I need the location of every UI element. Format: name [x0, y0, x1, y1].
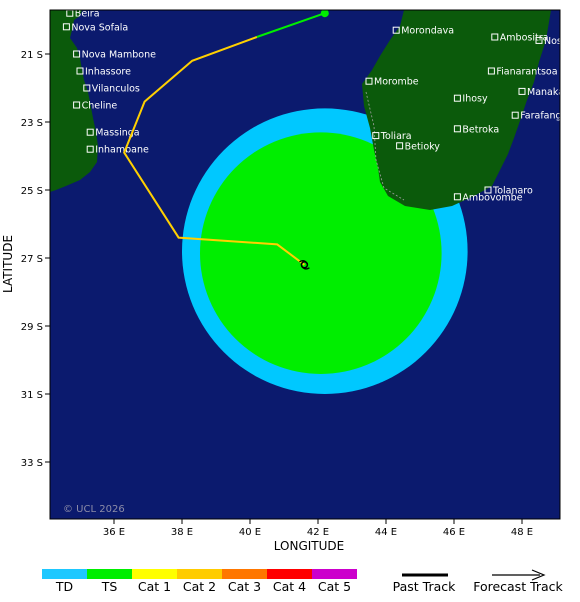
legend-swatch [177, 569, 222, 579]
place-marker [453, 94, 461, 102]
place-marker [365, 77, 373, 85]
ts-wind-field [199, 132, 442, 374]
y-tick-label: 29 S [21, 322, 43, 333]
legend-swatch [312, 569, 357, 579]
madagascar-interior-border [365, 91, 405, 201]
place-label: Morombe [374, 77, 419, 88]
legend-category-label: TD [55, 579, 73, 594]
place-marker [511, 111, 519, 119]
plot-area: Beira Nova Sofala Nova Mambone Inhassore Vil… [49, 9, 580, 520]
place-marker [392, 26, 400, 34]
place-marker [396, 142, 404, 150]
place-label: Toliara [380, 131, 412, 142]
place-marker [484, 186, 492, 194]
madagascar-landmass [362, 10, 551, 210]
y-tick-label: 33 S [21, 458, 43, 469]
place-marker [372, 132, 380, 140]
legend-category-label: TS [101, 579, 118, 594]
place-label: Vilanculos [92, 84, 140, 95]
past-track-label: Past Track [393, 579, 456, 594]
place-marker [518, 87, 526, 95]
place-label: Nova Mambone [82, 50, 157, 61]
place-marker [487, 67, 495, 75]
y-tick-label: 23 S [21, 118, 43, 129]
storm-track [123, 10, 329, 266]
legend-swatch [132, 569, 177, 579]
place-marker [491, 33, 499, 41]
place-label: Farafangana [520, 111, 579, 122]
place-label: Fianarantsoa [496, 67, 557, 78]
y-tick-label: 21 S [21, 50, 43, 61]
place-marker [453, 125, 461, 133]
place-label: Betroka [462, 124, 499, 135]
y-tick-label: 27 S [21, 254, 43, 265]
place-label: Nosy-Varika [544, 36, 580, 47]
legend-swatch [222, 569, 267, 579]
x-tick-label: 48 E [511, 527, 533, 538]
legend-category-label: Cat 4 [273, 579, 306, 594]
place-marker [86, 128, 94, 136]
place-label: Betioky [405, 141, 441, 152]
place-label: Inhambane [95, 145, 149, 156]
legend-swatch [42, 569, 87, 579]
track-start-point [320, 10, 329, 18]
forecast-arrow-icon [531, 569, 546, 581]
place-label: Beira [75, 9, 100, 20]
legend: TD TS Cat 1 Cat 2 Cat 3 Cat 4 Cat 5 Past Track… [42, 569, 564, 594]
y-tick-label: 31 S [21, 390, 43, 401]
x-tick-label: 36 E [103, 527, 125, 538]
x-tick-label: 40 E [239, 527, 261, 538]
storm-eye-icon [300, 261, 309, 269]
y-tick-label: 25 S [21, 186, 43, 197]
x-tick-label: 38 E [171, 527, 193, 538]
legend-category-label: Cat 2 [183, 579, 216, 594]
legend-swatch [87, 569, 132, 579]
places-layer: Beira Nova Sofala Nova Mambone Inhassore Vil… [62, 9, 580, 203]
place-label: Ihosy [462, 94, 488, 105]
place-label: Manakara [527, 87, 574, 98]
x-tick-label: 46 E [443, 527, 465, 538]
place-marker [86, 145, 94, 153]
place-marker [62, 23, 70, 31]
legend-category-label: Cat 5 [318, 579, 351, 594]
place-label: Morondava [401, 26, 454, 37]
place-marker [73, 101, 81, 109]
place-marker [83, 84, 91, 92]
storm-position-marker [299, 260, 310, 270]
place-label: Massinga [95, 128, 139, 139]
track-segment [123, 36, 305, 266]
place-marker [73, 50, 81, 58]
x-axis-title: LONGITUDE [274, 539, 344, 553]
legend-category-label: Cat 1 [138, 579, 171, 594]
storm-swirl-icon [299, 260, 310, 270]
x-tick-label: 42 E [307, 527, 329, 538]
place-marker [453, 193, 461, 201]
place-label: Cheline [82, 101, 118, 112]
place-label: Ambovombe [462, 192, 522, 203]
place-label: Nova Sofala [71, 22, 128, 33]
legend-category-label: Cat 3 [228, 579, 261, 594]
forecast-track-label: Forecast Track [473, 579, 563, 594]
place-label: Tolanaro [492, 186, 533, 197]
y-axis-title: LATITUDE [1, 235, 15, 293]
plot-frame [49, 9, 561, 520]
place-label: Inhassore [85, 67, 131, 78]
track-segment [256, 12, 326, 38]
x-axis-ticks: 36 E 38 E 40 E 42 E 44 E 46 E 48 E [103, 519, 533, 538]
legend-swatch [267, 569, 312, 579]
place-marker [535, 36, 543, 44]
x-tick-label: 44 E [375, 527, 397, 538]
y-axis-ticks: 21 S 23 S 25 S 27 S 29 S 31 S 33 S [21, 50, 50, 469]
place-marker [76, 67, 84, 75]
category-legend: TD TS Cat 1 Cat 2 Cat 3 Cat 4 Cat 5 [42, 569, 357, 594]
place-label: Ambositra [500, 33, 549, 44]
mozambique-landmass [50, 10, 98, 192]
copyright-text: © UCL 2026 [63, 504, 125, 515]
